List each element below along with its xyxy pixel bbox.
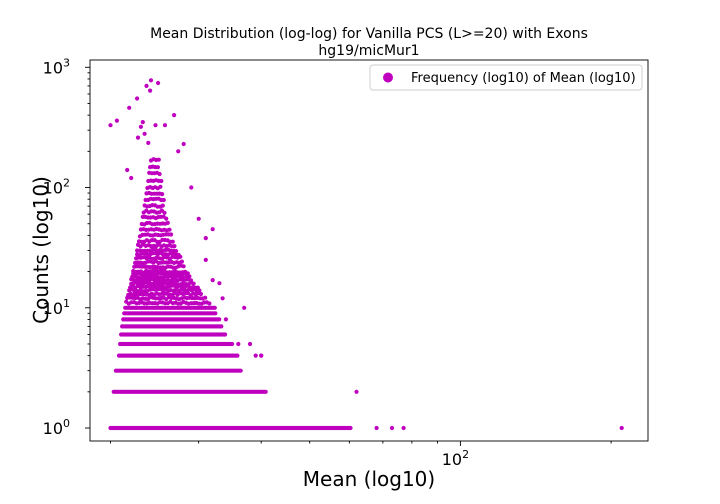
data-point: [156, 157, 161, 162]
data-point: [142, 131, 147, 136]
data-point: [170, 239, 175, 244]
y-tick-label: 100: [43, 417, 70, 438]
data-point: [148, 88, 153, 93]
data-point: [176, 252, 181, 258]
data-point: [242, 305, 247, 310]
data-point: [172, 244, 177, 249]
data-point: [159, 178, 164, 184]
data-point: [207, 301, 212, 306]
data-point: [172, 113, 177, 118]
data-point: [223, 332, 228, 337]
data-point: [196, 216, 201, 221]
data-point: [183, 269, 188, 274]
data-point: [135, 96, 140, 101]
data-point: [127, 105, 132, 110]
data-point: [155, 165, 160, 170]
data-point: [401, 425, 406, 431]
data-point: [354, 389, 359, 394]
data-point: [217, 281, 222, 286]
data-point: [198, 291, 204, 297]
y-tick-label: 103: [43, 56, 70, 77]
chart-title: Mean Distribution (log-log) for Vanilla …: [150, 26, 588, 42]
data-point: [160, 192, 165, 197]
data-point: [374, 425, 379, 431]
data-point: [108, 123, 113, 128]
data-point: [167, 227, 172, 232]
data-point: [212, 305, 217, 310]
data-point: [162, 123, 168, 128]
data-point: [156, 80, 161, 86]
data-point: [219, 324, 224, 329]
data-point: [144, 83, 149, 88]
data-point: [195, 285, 200, 290]
data-point: [210, 278, 215, 283]
data-point: [238, 368, 243, 373]
data-point: [169, 232, 174, 237]
data-point: [153, 123, 158, 128]
data-point: [253, 353, 258, 358]
data-point: [174, 249, 179, 254]
x-tick-label: 102: [442, 448, 469, 469]
data-point: [114, 118, 119, 123]
data-point: [203, 236, 208, 241]
data-point: [220, 296, 225, 301]
data-point: [389, 425, 395, 431]
y-axis-label: Counts (log10): [29, 176, 53, 324]
data-point: [125, 167, 130, 173]
data-point: [129, 175, 134, 181]
chart-subtitle: hg19/micMur1: [318, 43, 419, 59]
legend-box: [369, 64, 643, 91]
data-point: [179, 259, 184, 264]
data-point: [263, 389, 268, 394]
data-point: [181, 264, 186, 269]
data-point: [138, 124, 143, 129]
data-point: [176, 149, 181, 154]
x-axis-ticks: 102: [110, 441, 612, 469]
data-point: [181, 141, 186, 147]
legend: Frequency (log10) of Mean (log10): [369, 64, 643, 91]
data-point: [217, 317, 222, 322]
data-point: [235, 353, 240, 358]
data-point: [162, 210, 167, 215]
data-point: [164, 216, 169, 221]
data-point: [230, 341, 235, 347]
data-point: [188, 278, 194, 283]
data-point: [161, 197, 166, 203]
data-point: [189, 185, 194, 190]
data-point: [146, 140, 151, 145]
data-point: [247, 341, 253, 347]
data-point: [213, 311, 218, 316]
data-point: [140, 120, 145, 125]
data-point: [236, 341, 241, 347]
data-point: [135, 135, 141, 140]
data-point: [259, 353, 264, 358]
data-point: [160, 203, 165, 208]
data-point: [157, 171, 162, 177]
data-points: [108, 78, 624, 431]
data-point: [348, 425, 353, 431]
data-point: [165, 220, 170, 225]
data-point: [203, 257, 208, 262]
data-point: [210, 227, 215, 232]
x-axis-label: Mean (log10): [303, 467, 435, 491]
data-point: [223, 317, 228, 322]
data-point: [191, 281, 196, 286]
data-point: [158, 184, 163, 189]
legend-label: Frequency (log10) of Mean (log10): [411, 71, 636, 86]
data-point: [203, 295, 208, 300]
data-point: [148, 78, 154, 83]
data-point: [619, 425, 624, 431]
legend-marker: [383, 72, 393, 83]
